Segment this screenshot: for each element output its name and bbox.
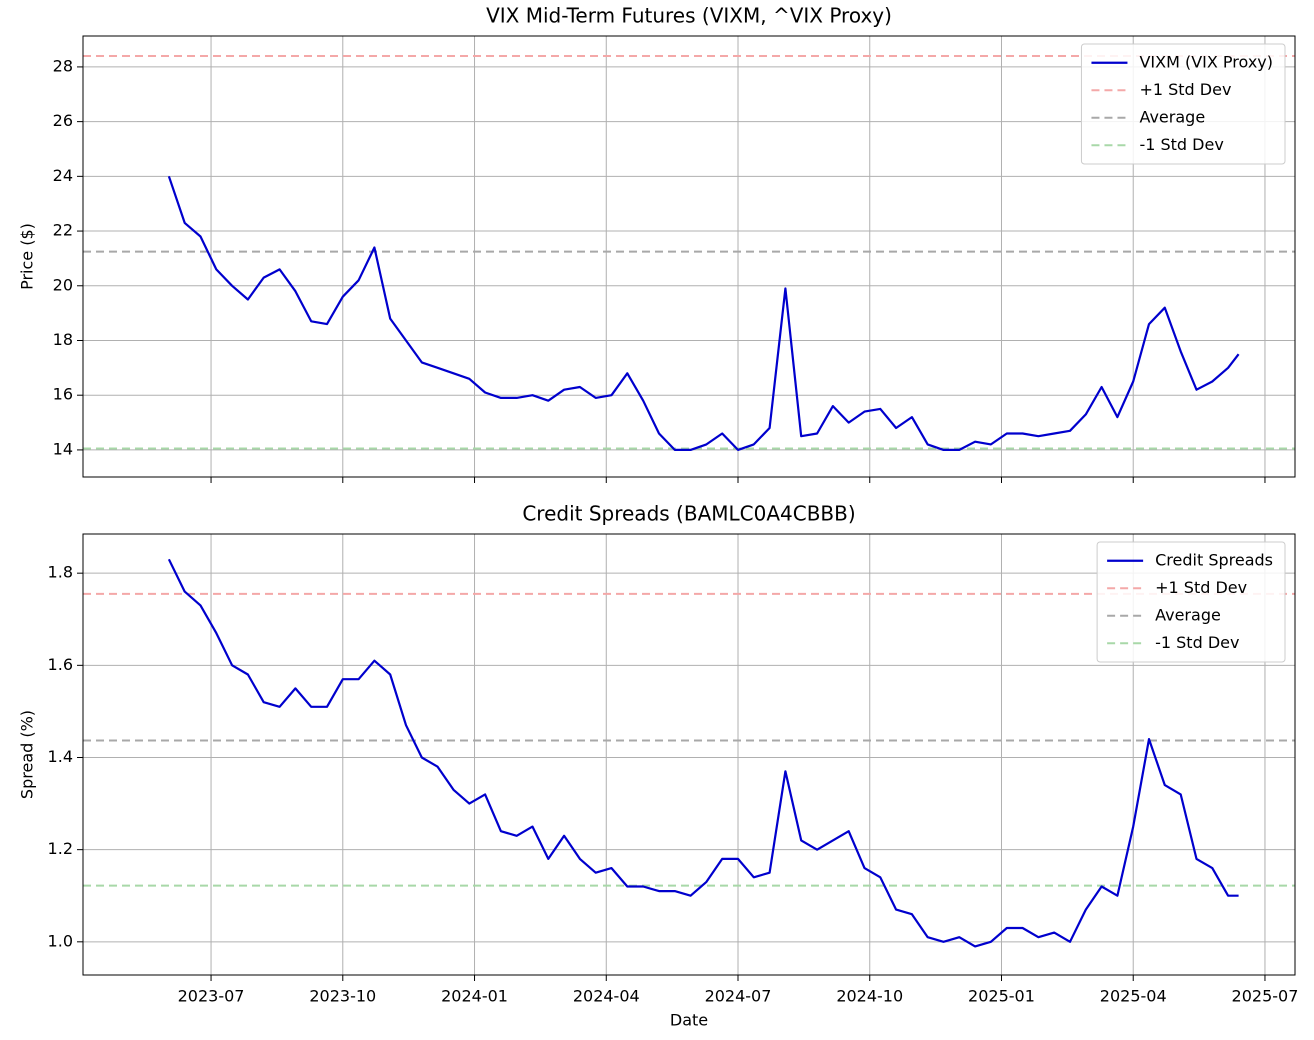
- y-tick-label: 1.2: [48, 839, 73, 858]
- legend: VIXM (VIX Proxy) +1 Std Dev Average -1 Std …: [1080, 43, 1286, 165]
- chart-title: VIX Mid-Term Futures (VIXM, ^VIX Proxy): [486, 4, 892, 28]
- y-tick-label: 1.0: [48, 931, 73, 950]
- x-tick-label: 2025-01: [968, 987, 1035, 1006]
- subplot: 2023-07 2023-10 2024-01 2024-04 2024-07 2024-…: [18, 502, 1299, 1030]
- legend-label: Average: [1139, 107, 1205, 126]
- x-tick-label: 2024-01: [441, 987, 508, 1006]
- x-tick-label: 2023-10: [309, 987, 376, 1006]
- data-line: [167, 558, 1239, 948]
- data-line: [167, 175, 1240, 451]
- axes-frame: [82, 533, 1296, 976]
- x-tick-label: 2024-10: [836, 987, 903, 1006]
- x-tick-label: 2025-07: [1232, 987, 1299, 1006]
- legend-label: VIXM (VIX Proxy): [1139, 52, 1273, 71]
- x-tick-label: 2024-07: [705, 987, 772, 1006]
- y-tick-label: 1.6: [48, 655, 73, 674]
- y-axis-label: Spread (%): [18, 710, 37, 799]
- x-tick-label: 2023-07: [178, 987, 245, 1006]
- y-tick-label: 22: [53, 221, 73, 240]
- x-tick-label: 2024-04: [573, 987, 640, 1006]
- y-tick-label: 28: [53, 56, 73, 75]
- y-tick-label: 16: [53, 385, 73, 404]
- y-tick-label: 14: [53, 439, 73, 458]
- legend-frame: [1096, 541, 1286, 663]
- y-tick-label: 24: [53, 166, 73, 185]
- y-axis-label: Price ($): [18, 223, 37, 290]
- legend-label: -1 Std Dev: [1155, 633, 1239, 652]
- x-axis-label: Date: [670, 1011, 708, 1030]
- axes-frame: [82, 35, 1296, 478]
- legend-label: +1 Std Dev: [1155, 578, 1247, 597]
- y-tick-label: 26: [53, 111, 73, 130]
- legend-label: +1 Std Dev: [1139, 80, 1231, 99]
- legend-label: Average: [1155, 605, 1221, 624]
- y-tick-label: 20: [53, 275, 73, 294]
- legend-frame: [1080, 43, 1286, 165]
- y-tick-label: 1.8: [48, 563, 73, 582]
- chart-title: Credit Spreads (BAMLC0A4CBBB): [522, 502, 855, 526]
- x-tick-label: 2025-04: [1100, 987, 1167, 1006]
- legend-label: -1 Std Dev: [1139, 135, 1223, 154]
- legend: Credit Spreads +1 Std Dev Average -1 Std De…: [1096, 541, 1286, 663]
- y-tick-label: 1.4: [48, 747, 73, 766]
- y-tick-label: 18: [53, 330, 73, 349]
- legend-label: Credit Spreads: [1155, 550, 1273, 569]
